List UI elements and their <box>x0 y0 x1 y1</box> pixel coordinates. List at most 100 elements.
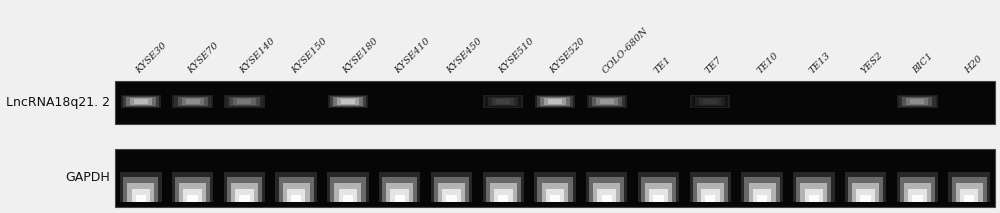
Bar <box>695 96 725 106</box>
Bar <box>237 99 251 104</box>
Bar <box>120 172 162 202</box>
Text: KYSE450: KYSE450 <box>445 37 484 76</box>
Bar <box>692 96 728 107</box>
Bar <box>701 189 720 202</box>
Bar <box>343 194 353 202</box>
Bar <box>703 99 717 104</box>
Bar <box>178 96 208 106</box>
Text: TE10: TE10 <box>756 51 781 76</box>
Bar <box>483 95 523 108</box>
Bar <box>848 177 883 202</box>
Bar <box>379 172 420 202</box>
Bar <box>699 98 721 105</box>
Bar <box>498 194 508 202</box>
Bar <box>897 172 938 202</box>
Bar <box>592 96 622 106</box>
Bar <box>229 96 260 106</box>
Bar <box>496 99 510 104</box>
Bar <box>442 189 461 202</box>
Text: COLO-680N: COLO-680N <box>600 26 650 76</box>
Bar <box>485 96 521 107</box>
Bar <box>239 194 250 202</box>
Bar <box>638 172 679 202</box>
Bar <box>386 183 413 202</box>
Bar <box>597 189 616 202</box>
Bar <box>115 81 995 124</box>
Bar <box>902 96 932 106</box>
Bar <box>123 96 159 107</box>
Text: KYSE410: KYSE410 <box>393 37 432 76</box>
Bar <box>964 194 974 202</box>
Bar <box>587 95 627 108</box>
Bar <box>224 95 265 108</box>
Bar <box>649 189 668 202</box>
Bar <box>705 194 715 202</box>
Bar <box>906 98 928 105</box>
Bar <box>860 194 871 202</box>
Bar <box>235 189 254 202</box>
Bar <box>645 183 672 202</box>
Text: TE13: TE13 <box>807 51 832 76</box>
Text: H20: H20 <box>963 54 984 76</box>
Bar <box>586 172 627 202</box>
Bar <box>172 172 213 202</box>
Bar <box>174 96 211 107</box>
Bar <box>900 177 935 202</box>
Bar <box>548 99 562 104</box>
Bar <box>330 177 366 202</box>
Bar <box>130 98 152 105</box>
Bar <box>693 177 728 202</box>
Bar <box>127 183 154 202</box>
Text: YES2: YES2 <box>859 50 884 76</box>
Bar <box>793 172 835 202</box>
Bar <box>431 172 472 202</box>
Bar <box>856 189 875 202</box>
Bar <box>382 177 417 202</box>
Bar <box>283 183 310 202</box>
Bar <box>546 189 564 202</box>
Bar <box>339 189 357 202</box>
Bar <box>126 96 156 106</box>
Bar <box>600 99 614 104</box>
Bar <box>395 194 405 202</box>
Bar <box>279 177 314 202</box>
Bar <box>115 149 995 207</box>
Bar <box>483 172 524 202</box>
Bar <box>542 183 568 202</box>
Bar <box>327 172 369 202</box>
Bar <box>486 177 521 202</box>
Bar <box>537 177 573 202</box>
Bar <box>593 183 620 202</box>
Bar <box>537 96 573 107</box>
Text: KYSE520: KYSE520 <box>549 37 588 76</box>
Bar <box>275 172 317 202</box>
Bar <box>446 194 457 202</box>
Bar <box>910 99 924 104</box>
Bar <box>897 95 938 108</box>
Bar <box>226 96 263 107</box>
Bar <box>287 189 305 202</box>
Bar <box>741 172 783 202</box>
Bar <box>690 172 731 202</box>
Bar <box>390 189 409 202</box>
Text: GAPDH: GAPDH <box>65 171 110 184</box>
Bar <box>535 95 575 108</box>
Bar <box>753 189 771 202</box>
Bar <box>224 172 265 202</box>
Bar <box>912 194 923 202</box>
Bar <box>136 194 146 202</box>
Bar <box>589 177 624 202</box>
Bar <box>341 99 355 104</box>
Bar <box>908 189 927 202</box>
Bar <box>544 98 566 105</box>
Bar <box>172 95 213 108</box>
Bar <box>534 172 576 202</box>
Bar <box>948 172 990 202</box>
Bar <box>132 189 150 202</box>
Bar <box>333 96 363 106</box>
Bar <box>231 183 258 202</box>
Bar <box>334 183 361 202</box>
Bar <box>653 194 664 202</box>
Bar <box>330 96 366 107</box>
Text: KYSE510: KYSE510 <box>497 37 536 76</box>
